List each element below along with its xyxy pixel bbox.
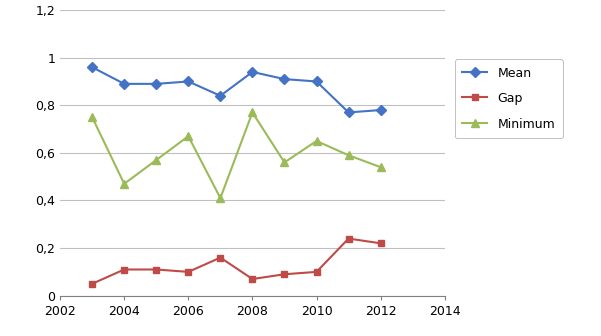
Gap [88, 282, 96, 286]
Minimum [153, 158, 160, 162]
Gap [313, 270, 320, 274]
Line: Minimum: Minimum [88, 108, 385, 202]
Minimum [345, 153, 352, 157]
Gap [377, 241, 384, 245]
Mean [249, 70, 256, 74]
Mean [121, 82, 128, 86]
Gap [345, 237, 352, 241]
Mean [377, 108, 384, 112]
Minimum [281, 160, 288, 164]
Minimum [121, 182, 128, 186]
Minimum [377, 165, 384, 169]
Minimum [249, 111, 256, 115]
Mean [88, 65, 96, 69]
Gap [217, 256, 224, 260]
Minimum [313, 139, 320, 143]
Mean [153, 82, 160, 86]
Gap [185, 270, 192, 274]
Mean [345, 111, 352, 115]
Minimum [185, 134, 192, 138]
Gap [121, 267, 128, 271]
Line: Gap: Gap [89, 235, 384, 287]
Mean [281, 77, 288, 81]
Legend: Mean, Gap, Minimum: Mean, Gap, Minimum [455, 59, 563, 138]
Line: Mean: Mean [89, 64, 384, 116]
Gap [249, 277, 256, 281]
Mean [217, 94, 224, 98]
Mean [185, 80, 192, 84]
Minimum [88, 115, 96, 119]
Gap [153, 267, 160, 271]
Mean [313, 80, 320, 84]
Gap [281, 272, 288, 276]
Minimum [217, 196, 224, 200]
